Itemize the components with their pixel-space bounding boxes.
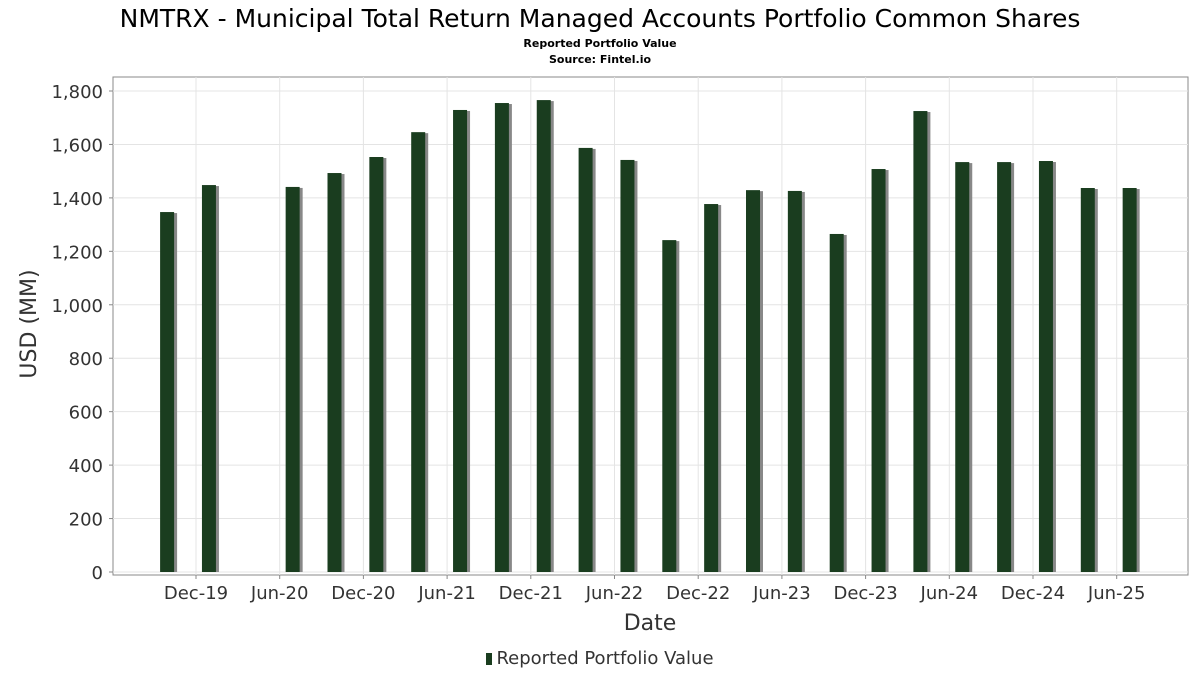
bar	[201, 185, 216, 572]
bar	[411, 132, 426, 572]
bar	[536, 100, 551, 572]
bar	[787, 190, 802, 573]
bar	[871, 169, 886, 573]
chart-source: Source: Fintel.io	[548, 53, 652, 66]
bar	[1122, 188, 1137, 573]
y-tick-label: 800	[69, 349, 103, 370]
y-tick-label: 1,200	[51, 242, 103, 263]
legend: Reported Portfolio Value	[0, 648, 1200, 669]
bar	[453, 109, 468, 572]
plot-frame	[112, 76, 1189, 576]
bar	[662, 240, 677, 573]
x-axis-label: Date	[624, 611, 677, 636]
bar	[578, 147, 593, 572]
bar	[955, 162, 970, 572]
x-tick-label: Dec-21	[499, 583, 563, 604]
bar	[1038, 161, 1053, 573]
bar	[285, 186, 300, 572]
x-tick-label: Jun-21	[417, 583, 476, 604]
x-tick-label: Jun-23	[752, 583, 811, 604]
x-tick-label: Dec-23	[833, 583, 897, 604]
y-axis-label: USD (MM)	[17, 269, 42, 378]
y-tick-label: 200	[69, 510, 103, 531]
x-tick-label: Jun-22	[585, 583, 644, 604]
x-tick-label: Dec-24	[1001, 583, 1065, 604]
legend-label: Reported Portfolio Value	[496, 648, 714, 669]
bar	[327, 173, 342, 572]
x-tick-label: Jun-20	[250, 583, 309, 604]
chart-title: NMTRX - Municipal Total Return Managed A…	[119, 4, 1081, 33]
y-tick-label: 0	[92, 563, 103, 584]
chart-subtitle: Reported Portfolio Value	[523, 37, 677, 50]
y-tick-label: 1,400	[51, 189, 103, 210]
x-tick-label: Dec-20	[331, 583, 395, 604]
bar	[704, 204, 719, 572]
bar	[829, 233, 844, 573]
y-tick-label: 400	[69, 456, 103, 477]
x-tick-label: Jun-25	[1087, 583, 1146, 604]
legend-swatch	[486, 653, 493, 665]
bar	[160, 212, 175, 572]
x-tick-label: Dec-19	[164, 583, 228, 604]
y-tick-label: 1,000	[51, 296, 103, 317]
y-tick-label: 600	[69, 403, 103, 424]
bar	[997, 162, 1012, 572]
bar	[369, 157, 384, 572]
y-tick-label: 1,600	[51, 135, 103, 156]
bar	[494, 103, 509, 573]
bar	[1080, 188, 1095, 573]
bar	[913, 111, 928, 573]
x-tick-label: Jun-24	[920, 583, 979, 604]
x-tick-label: Dec-22	[666, 583, 730, 604]
bar	[746, 190, 760, 572]
bar	[620, 159, 635, 572]
y-tick-label: 1,800	[51, 82, 103, 103]
